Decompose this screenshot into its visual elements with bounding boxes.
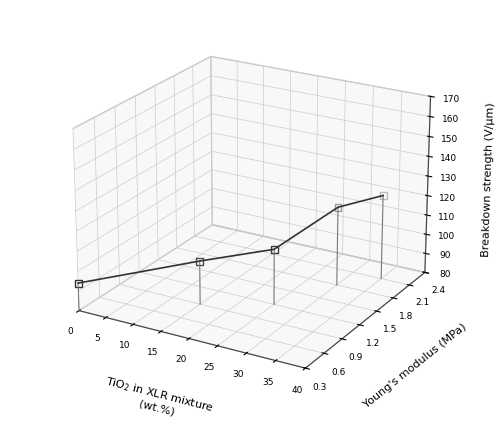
X-axis label: TiO$_2$ in XLR mixture
(wt.%): TiO$_2$ in XLR mixture (wt.%) (102, 375, 216, 427)
Y-axis label: Young's modulus (MPa): Young's modulus (MPa) (362, 322, 469, 410)
